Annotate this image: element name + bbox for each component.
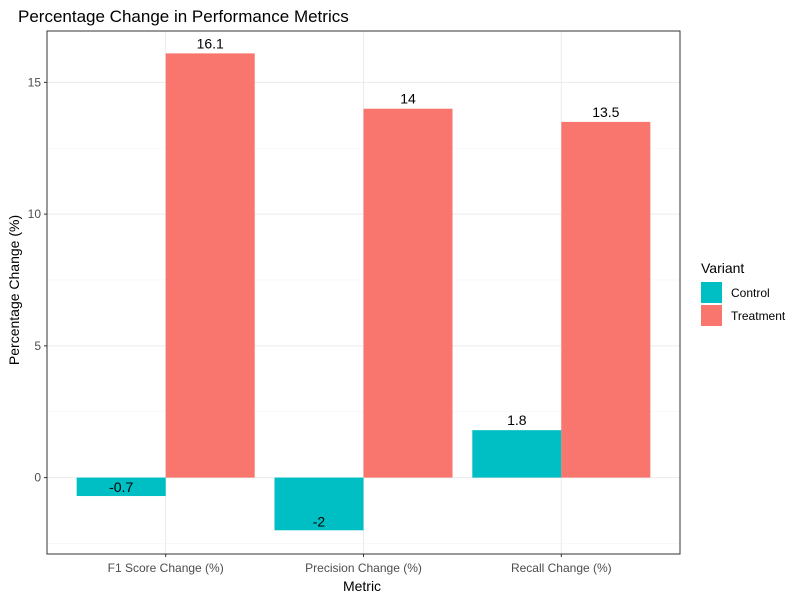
y-tick-label: 0 (34, 471, 41, 485)
legend-key-treatment (701, 305, 722, 326)
data-label: 14 (400, 91, 416, 107)
bar-control (472, 430, 562, 478)
bar-treatment (561, 121, 651, 478)
x-tick-label: F1 Score Change (%) (108, 561, 224, 575)
plot-area: 0 5 10 15 -0.7 -2 1.8 16.1 14 13.5 F1 Score Change… (28, 30, 681, 575)
x-tick-label: Precision Change (%) (305, 561, 422, 575)
y-tick-label: 15 (28, 75, 42, 89)
legend-title: Variant (701, 260, 744, 276)
y-axis-title: Percentage Change (%) (6, 215, 22, 365)
bar-control (274, 477, 364, 531)
legend-key-control (701, 282, 722, 303)
data-label: 1.8 (507, 412, 527, 428)
x-tick-label: Recall Change (%) (511, 561, 612, 575)
panel-border (46, 30, 681, 555)
y-tick-label: 5 (34, 339, 41, 353)
legend: Variant Control Treatment (701, 260, 786, 326)
bar-treatment (165, 53, 255, 478)
bar-treatment (363, 108, 453, 478)
legend-label: Control (731, 286, 770, 300)
x-axis-title: Metric (343, 578, 381, 594)
data-label: 13.5 (592, 104, 619, 120)
chart-title: Percentage Change in Performance Metrics (18, 7, 349, 26)
bar-control (76, 477, 166, 497)
y-tick-label: 10 (28, 207, 42, 221)
legend-label: Treatment (731, 309, 786, 323)
data-label: -2 (313, 513, 326, 529)
data-label: -0.7 (109, 479, 133, 495)
data-label: 16.1 (197, 35, 224, 51)
